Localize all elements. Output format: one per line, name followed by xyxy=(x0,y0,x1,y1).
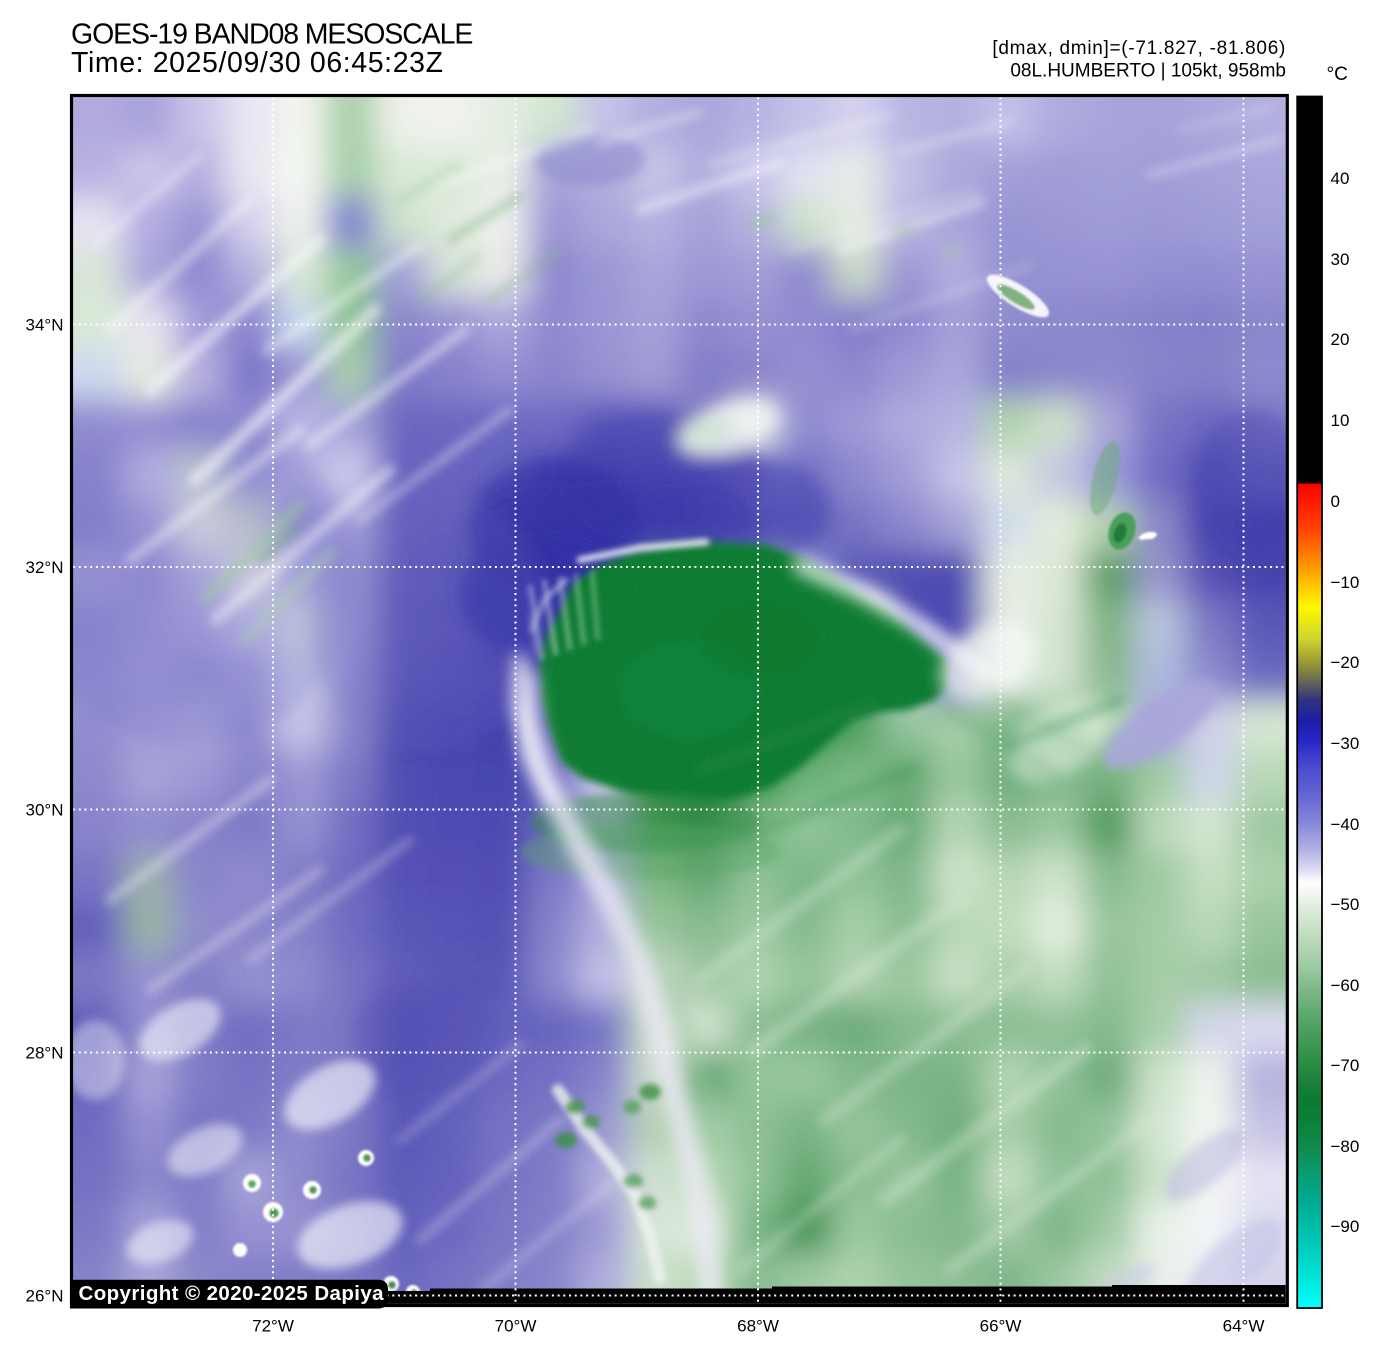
svg-text:70°W: 70°W xyxy=(495,1317,537,1336)
svg-text:−80: −80 xyxy=(1331,1137,1360,1156)
svg-text:−60: −60 xyxy=(1331,976,1360,995)
svg-text:Copyright © 2020-2025 Dapiya: Copyright © 2020-2025 Dapiya xyxy=(79,1282,385,1305)
svg-text:−40: −40 xyxy=(1331,815,1360,834)
svg-text:68°W: 68°W xyxy=(737,1317,779,1336)
svg-text:−50: −50 xyxy=(1331,895,1360,914)
svg-text:64°W: 64°W xyxy=(1223,1317,1265,1336)
svg-text:−70: −70 xyxy=(1331,1056,1360,1075)
svg-text:0: 0 xyxy=(1331,492,1340,511)
svg-text:72°W: 72°W xyxy=(252,1317,294,1336)
svg-text:30°N: 30°N xyxy=(26,801,64,820)
svg-text:°C: °C xyxy=(1327,64,1348,85)
svg-text:−10: −10 xyxy=(1331,573,1360,592)
svg-text:34°N: 34°N xyxy=(26,316,64,335)
svg-text:−90: −90 xyxy=(1331,1217,1360,1236)
svg-text:30: 30 xyxy=(1331,250,1350,269)
svg-text:66°W: 66°W xyxy=(980,1317,1022,1336)
svg-text:−30: −30 xyxy=(1331,734,1360,753)
svg-text:Time: 2025/09/30 06:45:23Z: Time: 2025/09/30 06:45:23Z xyxy=(71,47,444,79)
svg-text:40: 40 xyxy=(1331,169,1350,188)
svg-text:−20: −20 xyxy=(1331,653,1360,672)
svg-text:08L.HUMBERTO | 105kt, 958mb: 08L.HUMBERTO | 105kt, 958mb xyxy=(1010,61,1286,82)
svg-text:10: 10 xyxy=(1331,411,1350,430)
svg-text:[dmax, dmin]=(-71.827, -81.806: [dmax, dmin]=(-71.827, -81.806) xyxy=(992,38,1286,59)
svg-text:GOES-19 BAND08 MESOSCALE: GOES-19 BAND08 MESOSCALE xyxy=(71,19,472,51)
svg-text:26°N: 26°N xyxy=(26,1287,64,1306)
svg-text:32°N: 32°N xyxy=(26,558,64,577)
svg-text:28°N: 28°N xyxy=(26,1044,64,1063)
svg-text:20: 20 xyxy=(1331,330,1350,349)
